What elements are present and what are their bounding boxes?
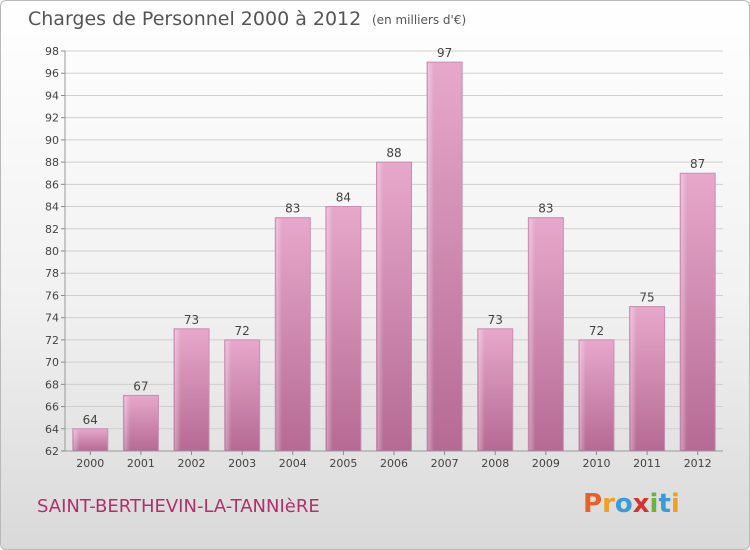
bar [578, 339, 615, 452]
commune-name: SAINT-BERTHEVIN-LA-TANNIèRE [37, 496, 320, 517]
bar-highlight [276, 218, 283, 450]
y-tick-label: 98 [45, 45, 59, 58]
bar [426, 61, 463, 452]
data-label: 67 [133, 379, 148, 393]
bar-highlight [175, 329, 182, 450]
bar [376, 161, 412, 452]
x-tick-label: 2004 [279, 457, 307, 470]
x-tick-label: 2000 [76, 457, 104, 470]
data-label: 88 [386, 146, 401, 160]
x-tick-label: 2005 [329, 457, 357, 470]
bar [224, 339, 261, 452]
bars [72, 61, 716, 452]
y-tick-label: 84 [45, 201, 59, 214]
proxiti-logo: Proxiti [583, 489, 680, 519]
y-axis-ticks: 62 64 66 68 70 72 74 76 78 80 82 84 86 88 90 92 94 96 98 [45, 45, 66, 458]
bar [72, 428, 109, 452]
y-tick-label: 86 [45, 178, 59, 191]
logo-letter: i [649, 489, 659, 519]
x-tick-label: 2006 [380, 457, 408, 470]
data-label: 83 [285, 202, 300, 216]
y-tick-label: 74 [45, 312, 59, 325]
data-label: 64 [83, 413, 98, 427]
bar [122, 394, 159, 452]
x-tick-label: 2003 [228, 457, 256, 470]
bar-highlight [478, 329, 485, 450]
y-tick-label: 78 [45, 267, 59, 280]
data-label: 97 [437, 46, 452, 60]
y-tick-label: 70 [45, 356, 59, 369]
y-tick-label: 94 [45, 89, 59, 102]
logo-letter: r [602, 489, 615, 519]
data-label: 72 [589, 324, 604, 338]
y-tick-label: 96 [45, 67, 59, 80]
x-tick-label: 2002 [178, 457, 206, 470]
bar [274, 217, 311, 452]
bar [679, 172, 716, 452]
y-tick-label: 64 [45, 423, 59, 436]
data-label: 73 [184, 313, 199, 327]
logo-letter: t [658, 489, 671, 519]
bar-highlight [225, 340, 232, 450]
bar [173, 328, 210, 452]
data-label: 83 [538, 202, 553, 216]
bar-highlight [529, 218, 536, 450]
y-tick-label: 76 [45, 289, 59, 302]
logo-letter: x [632, 489, 650, 519]
logo-letter: i [670, 489, 680, 519]
y-tick-label: 90 [45, 134, 59, 147]
bar [325, 206, 362, 452]
y-tick-label: 68 [45, 378, 59, 391]
y-tick-label: 80 [45, 245, 59, 258]
bar [477, 328, 514, 452]
x-tick-label: 2011 [633, 457, 661, 470]
bar-highlight [73, 429, 80, 450]
bar-highlight [124, 396, 131, 450]
y-tick-label: 62 [45, 445, 59, 458]
data-label: 75 [639, 291, 654, 305]
data-label: 73 [488, 313, 503, 327]
bar-highlight [326, 207, 333, 450]
x-tick-label: 2010 [582, 457, 610, 470]
value-labels: 64 67 73 72 83 84 88 97 73 83 72 75 87 [83, 46, 706, 427]
x-tick-label: 2008 [481, 457, 509, 470]
data-label: 84 [336, 191, 351, 205]
logo-letter: o [614, 489, 633, 519]
bar-highlight [681, 174, 688, 450]
y-tick-label: 72 [45, 334, 59, 347]
x-tick-label: 2009 [532, 457, 560, 470]
data-label: 72 [235, 324, 250, 338]
bar [629, 306, 666, 452]
data-label: 87 [690, 157, 705, 171]
chart-title: Charges de Personnel 2000 à 2012 [28, 8, 362, 30]
x-tick-label: 2007 [431, 457, 459, 470]
x-tick-label: 2001 [127, 457, 155, 470]
y-tick-label: 92 [45, 112, 59, 125]
logo-letter: P [583, 489, 603, 519]
bar-highlight [428, 63, 435, 450]
bar-highlight [630, 307, 637, 450]
x-axis-ticks: 2000 2001 2002 2003 2004 2005 2006 2007 2008 2009… [65, 450, 723, 470]
y-tick-label: 82 [45, 223, 59, 236]
y-tick-label: 88 [45, 156, 59, 169]
bar [527, 217, 564, 452]
x-tick-label: 2012 [684, 457, 712, 470]
bar-highlight [377, 163, 384, 450]
chart-subtitle: (en milliers d'€) [372, 13, 467, 27]
y-tick-label: 66 [45, 401, 59, 414]
bar-highlight [579, 340, 586, 450]
